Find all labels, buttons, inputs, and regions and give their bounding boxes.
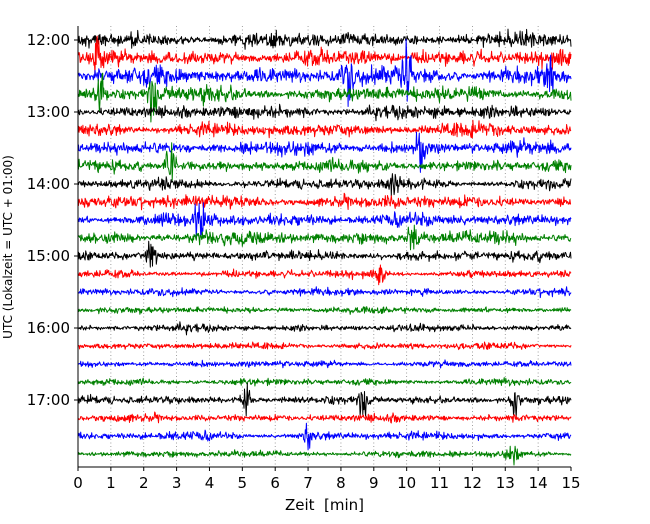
x-tick-label: 5 — [238, 474, 248, 492]
trace-1415 — [77, 192, 572, 211]
trace-1515 — [77, 264, 572, 286]
x-tick-label: 8 — [336, 474, 346, 492]
y-ticks: 12:00 13:00 14:00 15:00 16:00 17:00 — [27, 31, 78, 409]
trace-1445 — [77, 224, 572, 251]
trace-1215 — [77, 35, 572, 76]
y-axis-label: UTC (Lokalzeit = UTC + 01:00) — [1, 155, 15, 339]
x-tick-label: 4 — [205, 474, 215, 492]
trace-1330 — [77, 131, 572, 173]
traces — [77, 28, 572, 466]
x-tick-label: 0 — [73, 474, 83, 492]
trace-1230 — [77, 38, 572, 107]
trace-1500 — [77, 240, 572, 268]
trace-1630 — [77, 359, 572, 369]
trace-1645 — [77, 377, 572, 387]
trace-1200 — [77, 28, 572, 50]
y-tick-label: 14:00 — [27, 175, 70, 193]
trace-1530 — [77, 286, 572, 299]
trace-1315 — [77, 119, 572, 139]
x-tick-label: 15 — [561, 474, 580, 492]
x-tick-label: 14 — [529, 474, 548, 492]
trace-1600 — [77, 321, 572, 336]
trace-1245 — [77, 72, 572, 123]
trace-1745 — [77, 445, 572, 466]
x-tick-label: 1 — [106, 474, 116, 492]
trace-1545 — [77, 306, 572, 315]
x-tick-label: 13 — [496, 474, 515, 492]
trace-1430 — [77, 202, 572, 240]
x-tick-label: 10 — [397, 474, 416, 492]
y-tick-label: 16:00 — [27, 319, 70, 337]
trace-1300 — [77, 103, 572, 122]
trace-1400 — [77, 173, 572, 197]
y-tick-label: 13:00 — [27, 103, 70, 121]
y-tick-label: 17:00 — [27, 391, 70, 409]
trace-1715 — [77, 411, 572, 424]
x-tick-label: 7 — [303, 474, 313, 492]
trace-1700 — [77, 382, 572, 418]
x-tick-label: 11 — [430, 474, 449, 492]
trace-1615 — [77, 341, 572, 351]
x-tick-label: 2 — [139, 474, 149, 492]
trace-1345 — [77, 142, 572, 181]
x-tick-label: 9 — [369, 474, 379, 492]
x-tick-label: 6 — [270, 474, 280, 492]
x-tick-label: 3 — [172, 474, 182, 492]
y-tick-label: 15:00 — [27, 247, 70, 265]
y-tick-label: 12:00 — [27, 31, 70, 49]
x-ticks: 0 1 2 3 4 5 6 7 8 9 10 11 12 13 14 15 — [73, 467, 581, 492]
x-axis-label: Zeit [min] — [285, 496, 364, 514]
x-tick-label: 12 — [463, 474, 482, 492]
trace-1730 — [77, 422, 572, 451]
